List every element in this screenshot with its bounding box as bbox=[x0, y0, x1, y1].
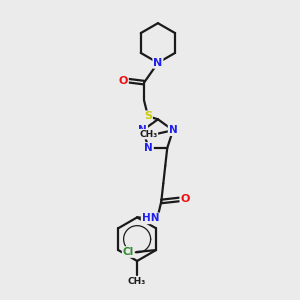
Text: O: O bbox=[180, 194, 190, 205]
Text: N: N bbox=[169, 125, 177, 135]
Text: CH₃: CH₃ bbox=[128, 277, 146, 286]
Text: CH₃: CH₃ bbox=[139, 130, 158, 139]
Text: N: N bbox=[153, 58, 163, 68]
Text: HN: HN bbox=[142, 213, 159, 223]
Text: O: O bbox=[118, 76, 128, 85]
Text: N: N bbox=[144, 143, 153, 153]
Text: N: N bbox=[139, 125, 147, 135]
Text: S: S bbox=[144, 111, 152, 121]
Text: Cl: Cl bbox=[123, 247, 134, 257]
